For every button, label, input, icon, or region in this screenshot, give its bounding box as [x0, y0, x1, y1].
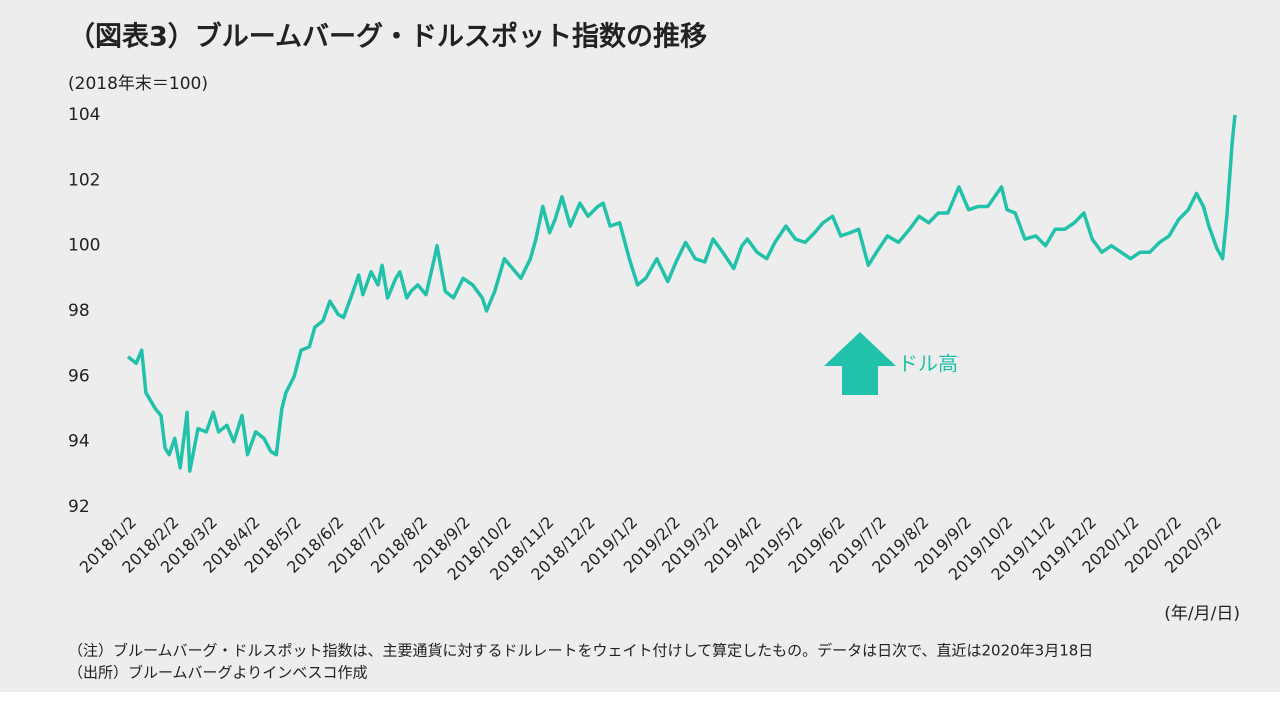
y-tick-label: 104	[68, 105, 100, 125]
note: （注）ブルームバーグ・ドルスポット指数は、主要通貨に対するドルレートをウェイト付…	[68, 642, 1093, 660]
annotation-arrow	[824, 332, 896, 395]
source: （出所）ブルームバーグよりインベスコ作成	[68, 664, 368, 682]
y-tick-label: 92	[68, 497, 90, 517]
y-tick-label: 94	[68, 432, 90, 452]
y-tick-label: 102	[68, 170, 100, 190]
y-tick-label: 98	[68, 301, 90, 321]
y-tick-label: 100	[68, 236, 100, 256]
chart-title: （図表3）ブルームバーグ・ドルスポット指数の推移	[68, 21, 707, 53]
y-tick-label: 96	[68, 366, 90, 386]
background	[0, 0, 1280, 692]
x-axis-label: (年/月/日)	[1164, 604, 1240, 624]
data-line	[126, 114, 1237, 473]
y-axis-label: (2018年末＝100)	[68, 74, 208, 94]
annotation: ドル高	[898, 352, 958, 376]
